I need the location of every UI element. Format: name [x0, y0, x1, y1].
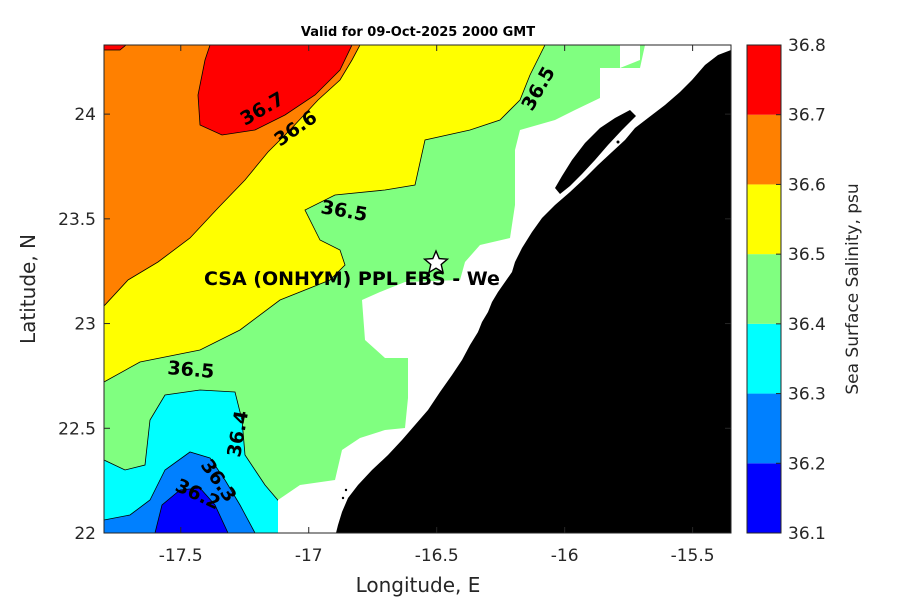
colorbar-tick-label: 36.3 — [788, 385, 826, 405]
land-cape — [478, 300, 520, 342]
x-tick-label: -16 — [551, 546, 579, 566]
colorbar-label: Sea Surface Salinity, psu — [843, 183, 863, 394]
colorbar-swatch — [747, 393, 781, 464]
land-islet — [341, 496, 345, 500]
colorbar-swatch — [747, 114, 781, 185]
y-tick-label: 22.5 — [58, 419, 96, 439]
land-mass — [336, 50, 731, 533]
y-tick-label: 23 — [74, 315, 96, 335]
colorbar-swatch — [747, 184, 781, 255]
star-icon — [422, 249, 450, 274]
colorbar-tick-label: 36.6 — [788, 175, 826, 195]
land-peninsula — [555, 110, 636, 194]
land-islet — [616, 140, 620, 144]
x-axis-label: Longitude, E — [356, 573, 481, 597]
colorbar-swatch — [747, 323, 781, 394]
map-plot-area — [104, 45, 731, 533]
colorbar-tick-label: 36.5 — [788, 245, 826, 265]
salinity-band-36.1-36.2 — [154, 487, 229, 533]
contour-label-36.5-south: 36.5 — [167, 357, 216, 383]
colorbar-tick-label: 36.1 — [788, 524, 826, 544]
salinity-band-36.7-36.8-corner — [104, 45, 127, 51]
colorbar-tick-label: 36.2 — [788, 454, 826, 474]
x-axis: -17.5 -17 -16.5 -16 -15.5 — [159, 45, 715, 566]
y-tick-label: 22 — [74, 524, 96, 544]
land-islet — [344, 488, 348, 492]
colorbar: 36.1 36.2 36.3 36.4 36.5 36.6 36.7 36.8 — [746, 36, 826, 544]
salinity-band-36.7-36.8 — [197, 45, 353, 136]
colorbar-swatch — [747, 463, 781, 533]
colorbar-tick-label: 36.7 — [788, 106, 826, 126]
map-axes-box — [103, 44, 732, 534]
y-tick-label: 23.5 — [58, 210, 96, 230]
x-tick-label: -15.5 — [671, 546, 715, 566]
x-tick-label: -16.5 — [415, 546, 459, 566]
site-marker: CSA (ONHYM) PPL EBS - We — [204, 249, 500, 290]
no-data-notch — [620, 45, 640, 68]
y-tick-label: 24 — [74, 105, 96, 125]
map-title: Valid for 09-Oct-2025 2000 GMT — [301, 25, 535, 40]
colorbar-frame — [746, 44, 782, 534]
colorbar-swatch — [747, 254, 781, 324]
colorbar-tick-label: 36.4 — [788, 315, 826, 335]
x-tick-label: -17.5 — [159, 546, 203, 566]
x-tick-label: -17 — [295, 546, 323, 566]
colorbar-swatch — [747, 45, 781, 115]
salinity-band-36.6-36.7 — [104, 45, 361, 307]
y-axis-label: Latitude, N — [16, 234, 40, 344]
y-axis: 22 22.5 23 23.5 24 — [58, 105, 731, 544]
colorbar-tick-label: 36.8 — [788, 36, 826, 56]
site-label: CSA (ONHYM) PPL EBS - We — [204, 268, 500, 290]
